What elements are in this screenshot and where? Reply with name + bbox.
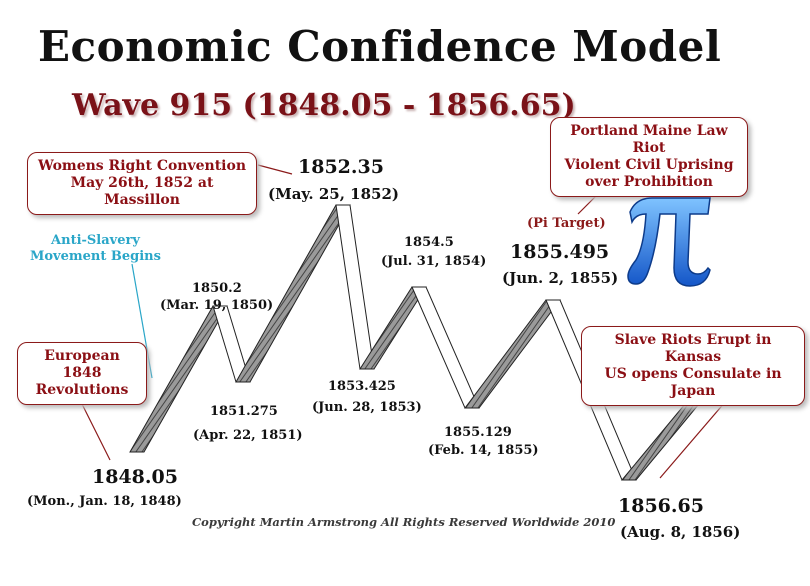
wave-subtitle: Wave 915 (1848.05 - 1856.65)	[72, 88, 576, 123]
pi-symbol-icon	[627, 197, 711, 287]
point-1854-value: 1854.5	[404, 235, 454, 250]
copyright-notice: Copyright Martin Armstrong All Rights Re…	[192, 515, 616, 529]
wave-bands	[129, 204, 706, 481]
point-1855a-value: 1855.129	[444, 425, 512, 440]
callout-womens-convention: Womens Right Convention May 26th, 1852 a…	[27, 152, 257, 215]
pointer-womens	[257, 164, 293, 175]
pi-target-label: (Pi Target)	[527, 216, 606, 231]
anti-slavery-label: Anti-Slavery Movement Begins	[30, 233, 161, 264]
point-1856-date: (Aug. 8, 1856)	[620, 523, 741, 541]
wave-down-segment	[411, 286, 480, 409]
callout-european-revolutions: European 1848 Revolutions	[17, 342, 147, 405]
wave-down-segment	[335, 204, 375, 370]
page-title: Economic Confidence Model	[38, 22, 722, 71]
point-1853-value: 1853.425	[328, 379, 396, 394]
callout-slave-riots: Slave Riots Erupt in Kansas US opens Con…	[581, 326, 805, 406]
point-1851-date: (Apr. 22, 1851)	[193, 428, 303, 443]
point-1852-date: (May. 25, 1852)	[268, 185, 400, 203]
callout-portland-riot: Portland Maine Law Riot Violent Civil Up…	[550, 117, 748, 197]
point-1852-value: 1852.35	[298, 156, 384, 178]
wave-up-segment	[620, 397, 706, 481]
point-1855b-value: 1855.495	[510, 241, 610, 263]
point-1855a-date: (Feb. 14, 1855)	[428, 443, 539, 458]
point-1853-date: (Jun. 28, 1853)	[312, 400, 422, 415]
point-1848-value: 1848.05	[92, 466, 178, 488]
point-1855b-date: (Jun. 2, 1855)	[502, 269, 619, 287]
point-1856-value: 1856.65	[618, 495, 704, 517]
point-1850-value: 1850.2	[192, 281, 242, 296]
wave-up-segment	[235, 204, 351, 383]
point-1850-date: (Mar. 19, 1850)	[160, 298, 274, 313]
point-1848-date: (Mon., Jan. 18, 1848)	[27, 494, 182, 509]
point-1851-value: 1851.275	[210, 404, 278, 419]
wave-up-segment	[359, 286, 427, 370]
wave-up-segment	[464, 299, 561, 409]
point-1854-date: (Jul. 31, 1854)	[381, 254, 487, 269]
pointer-anti-slavery	[131, 263, 153, 379]
